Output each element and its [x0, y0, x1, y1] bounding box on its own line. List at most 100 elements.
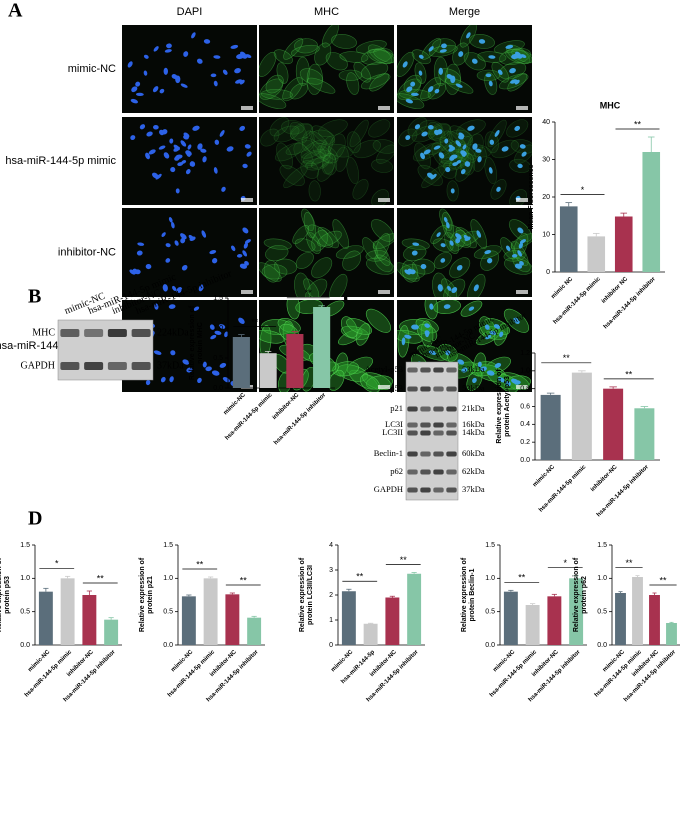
y-tick-label: 3 [329, 567, 333, 574]
cytoplasm [349, 119, 369, 148]
nucleus [471, 58, 478, 64]
micrograph [397, 208, 532, 297]
column-header: DAPI [177, 6, 203, 18]
nucleus [153, 124, 159, 130]
scale-bar-box [241, 198, 253, 202]
nucleus [175, 188, 180, 194]
significance-label: ** [625, 369, 633, 379]
significance-label: ** [240, 575, 248, 585]
micrograph-content [127, 32, 252, 104]
y-tick-label: 1.0 [597, 575, 607, 582]
nucleus [462, 144, 467, 150]
nucleus [218, 324, 226, 329]
nucleus [484, 250, 492, 255]
nucleus [497, 69, 503, 75]
bar [571, 372, 592, 460]
cytoplasm [260, 128, 280, 147]
cytoplasm [273, 258, 298, 275]
nucleus [494, 130, 500, 137]
x-tick-label: hsa-miR-144-5p mimic [552, 276, 602, 326]
bar [642, 152, 661, 272]
nucleus [519, 239, 526, 244]
nucleus [152, 86, 159, 93]
bar [666, 623, 677, 645]
nucleus [244, 239, 251, 244]
nucleus [424, 330, 430, 336]
nucleus [202, 361, 207, 368]
nucleus [517, 250, 523, 257]
y-tick-label: 0.5 [597, 609, 607, 616]
micrograph [259, 208, 394, 297]
nucleus [410, 81, 416, 87]
nucleus [406, 86, 413, 93]
cytoplasm [376, 144, 394, 164]
nucleus [189, 161, 194, 167]
cytoplasm [274, 142, 304, 162]
nucleus [146, 131, 153, 137]
y-axis-label: protein p53 [4, 576, 11, 614]
chart-title: MHC [600, 100, 621, 110]
bar [614, 216, 633, 272]
significance-label: ** [563, 353, 571, 363]
y-tick-label: 1 [329, 617, 333, 624]
scale-bar-box [378, 385, 390, 389]
nucleus [213, 55, 221, 59]
nucleus [444, 138, 449, 144]
micrograph [122, 208, 257, 297]
cytoplasm [263, 260, 280, 283]
column-header: MHC [314, 6, 339, 18]
nucleus [484, 324, 490, 330]
nucleus [472, 377, 477, 384]
nucleus [486, 370, 495, 376]
nucleus [460, 150, 467, 156]
blot-band [107, 329, 127, 337]
panel-label: A [8, 0, 23, 22]
blot-band [407, 386, 418, 392]
bar [232, 337, 250, 388]
nucleus [509, 68, 516, 74]
significance-label: ** [305, 288, 313, 298]
y-axis-label: Relative expression of [0, 557, 3, 632]
cytoplasm [273, 125, 300, 143]
nucleus [449, 240, 454, 246]
cytoplasm [355, 40, 387, 54]
blot-band [60, 329, 80, 337]
protein-label: p21 [390, 403, 403, 413]
nucleus [219, 130, 225, 137]
nucleus [235, 79, 243, 84]
cytoplasm [300, 160, 320, 179]
y-axis-label: protein MHC [197, 322, 204, 364]
cytoplasm [346, 156, 360, 185]
x-tick-label: inhibitor-NC [590, 464, 619, 493]
nucleus [450, 154, 458, 159]
nucleus [160, 376, 166, 383]
nucleus [176, 287, 183, 294]
y-axis-label: Relative expression of [496, 369, 503, 444]
cytoplasm [328, 369, 345, 391]
scale-bar-box [241, 106, 253, 110]
bar [547, 596, 562, 645]
nucleus [451, 287, 458, 294]
cytoplasm [321, 153, 336, 175]
y-tick-label: 10 [542, 231, 550, 238]
nucleus [450, 75, 456, 84]
nucleus [455, 83, 463, 88]
nucleus [427, 172, 434, 179]
blot-band [60, 362, 80, 370]
nucleus [464, 236, 471, 241]
cytoplasm [314, 42, 332, 66]
cytoplasm [318, 119, 348, 138]
blot-band [446, 367, 457, 373]
nucleus [158, 145, 166, 150]
protein-label: LC3II [382, 427, 403, 437]
cytoplasm [310, 155, 331, 169]
nucleus [494, 362, 502, 368]
cytoplasm [295, 251, 314, 269]
cytoplasm [276, 142, 293, 170]
cytoplasm [311, 125, 336, 145]
cytoplasm [277, 318, 301, 334]
nucleus [478, 39, 486, 44]
micrograph-bg [259, 117, 394, 205]
nucleus [460, 169, 466, 175]
y-tick-label: 30 [542, 156, 550, 163]
